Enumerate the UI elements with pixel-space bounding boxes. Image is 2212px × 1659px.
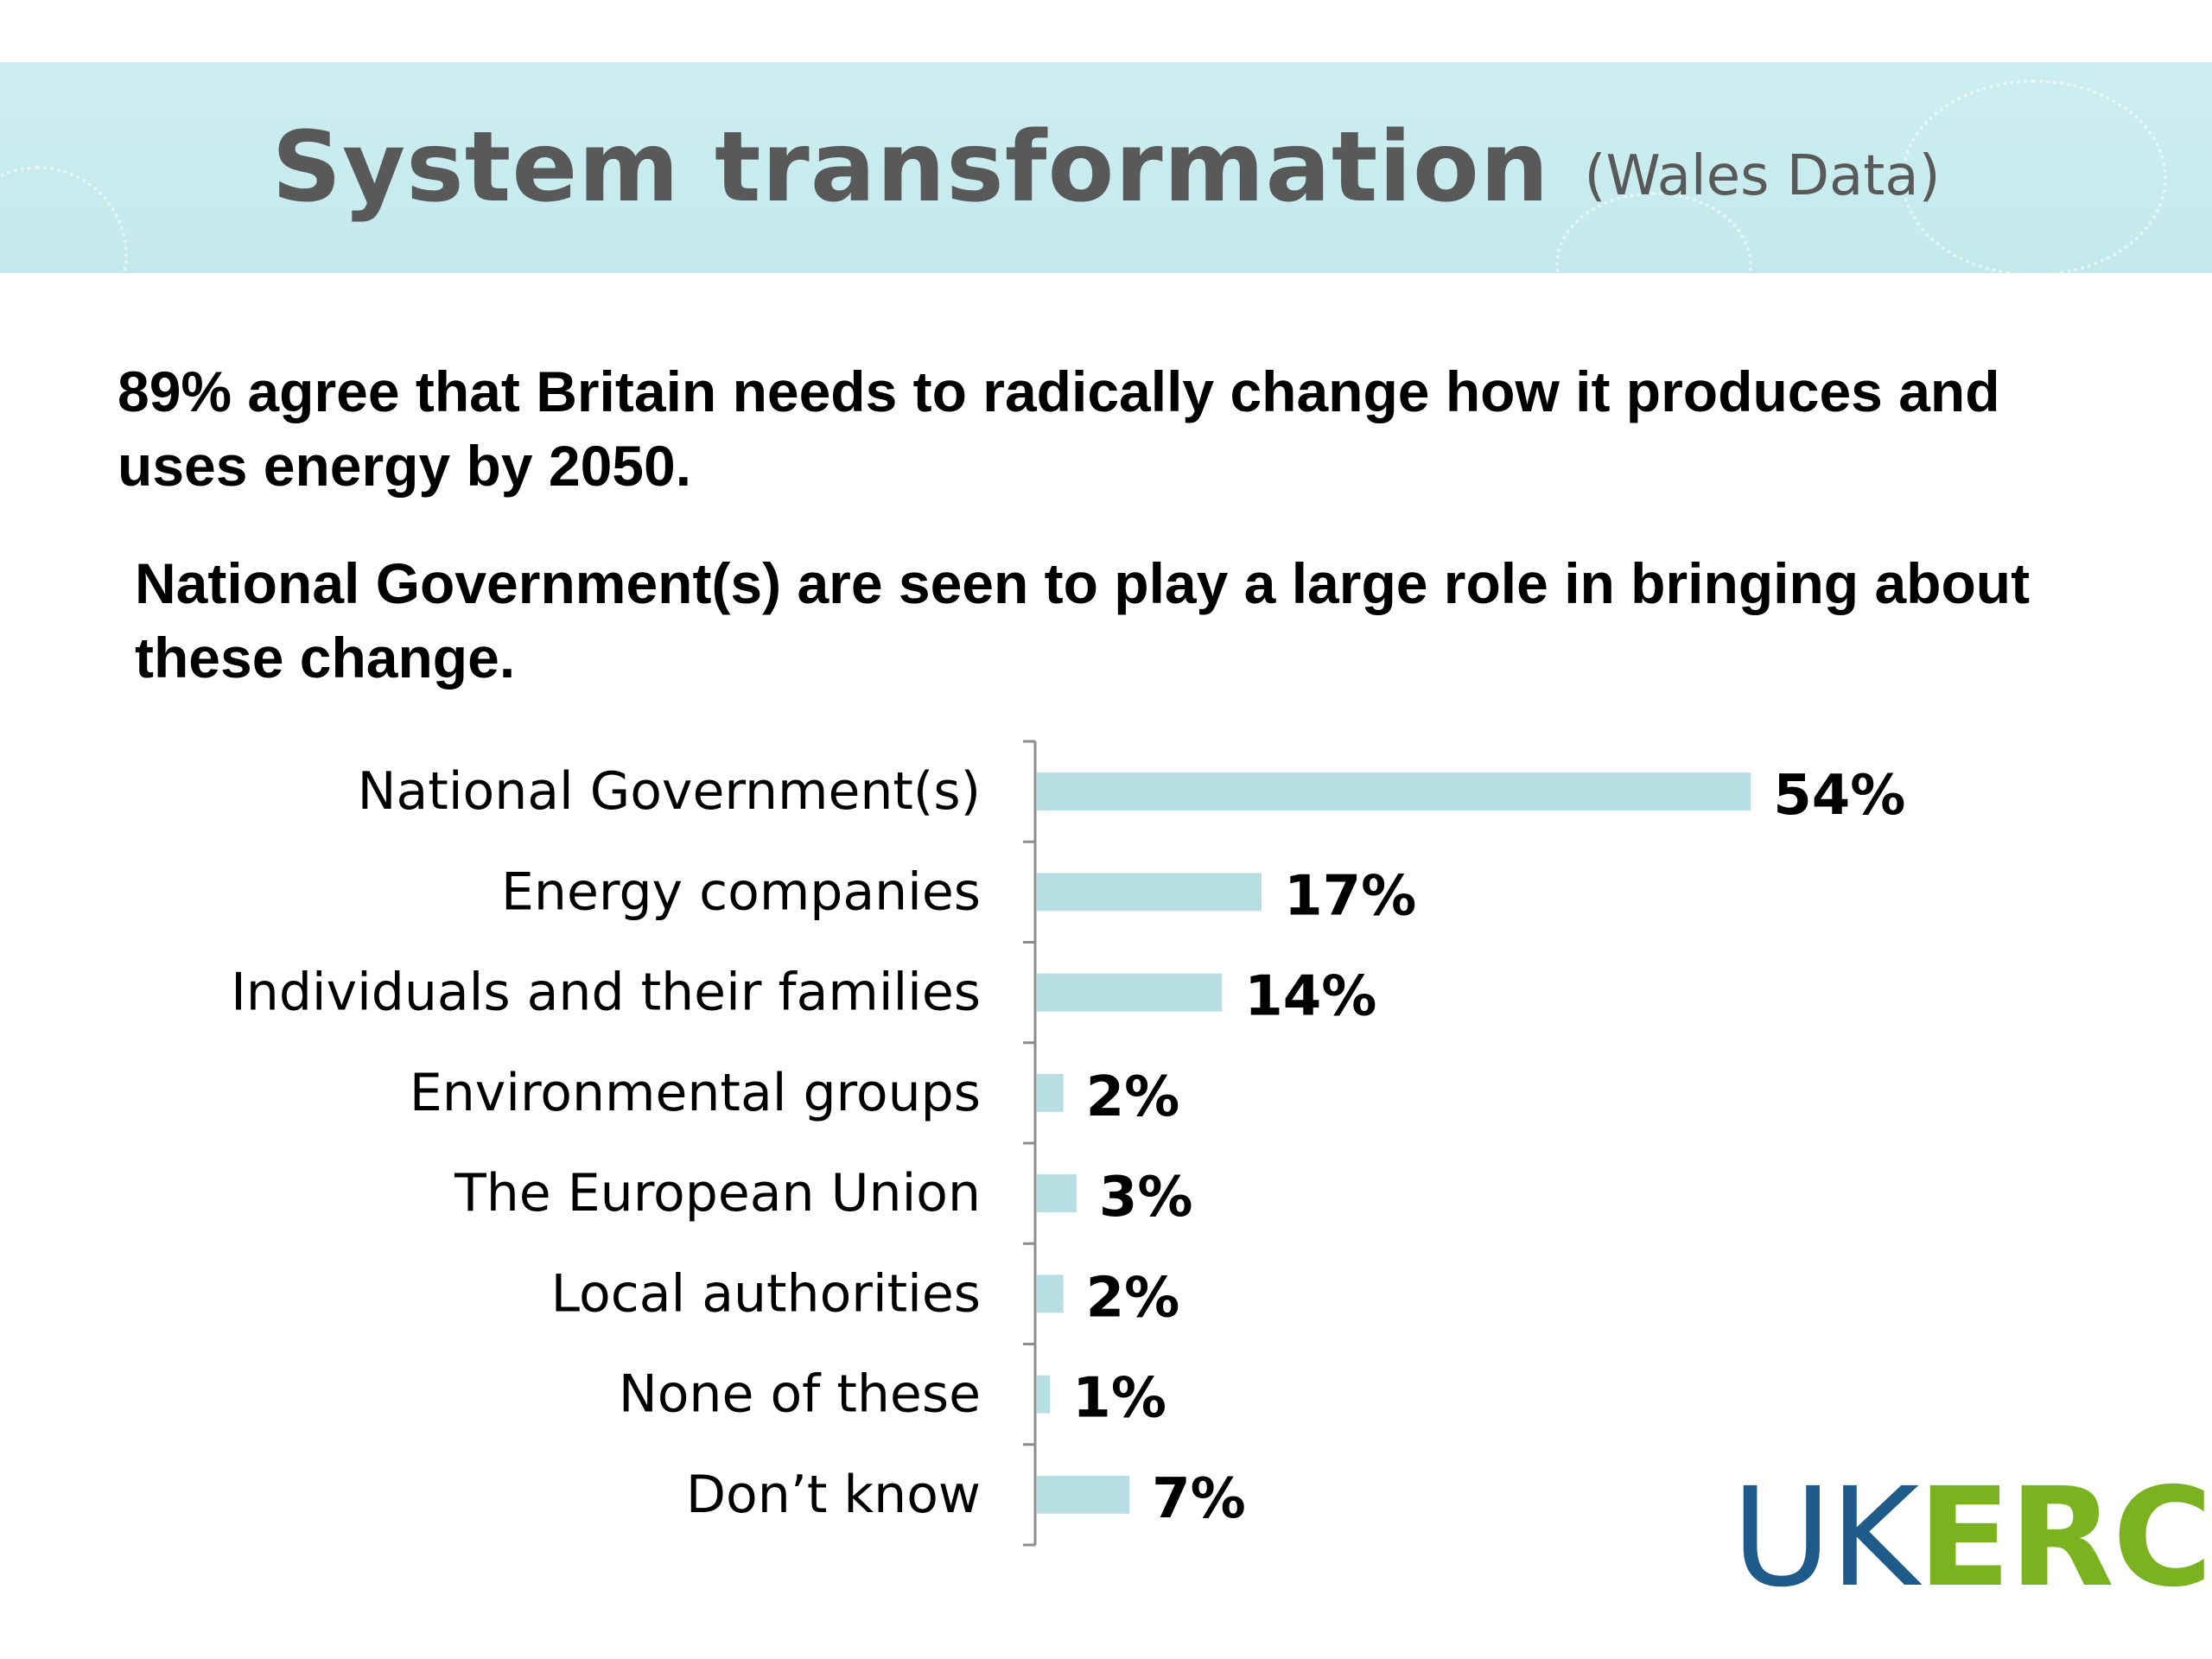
category-label: Local authorities — [551, 1263, 981, 1324]
category-label: Environmental groups — [410, 1063, 981, 1123]
statement-government: National Government(s) are seen to play … — [135, 551, 2031, 690]
category-label: Energy companies — [501, 861, 981, 922]
title-subtitle: (Wales Data) — [1584, 144, 1941, 208]
data-label: 3% — [1099, 1166, 1193, 1230]
ukerc-logo: UKERC — [1732, 1469, 2212, 1607]
statement-agree: 89% agree that Britain needs to radicall… — [118, 359, 2000, 498]
bar — [1037, 1274, 1064, 1313]
category-label: Don’t know — [686, 1465, 981, 1525]
category-label: The European Union — [454, 1163, 981, 1224]
bar — [1037, 1375, 1051, 1414]
data-label: 54% — [1773, 764, 1905, 828]
title-banner — [0, 62, 2212, 273]
category-label: National Government(s) — [358, 761, 981, 822]
title-text: System transformation — [271, 111, 1550, 224]
bar — [1037, 973, 1223, 1012]
banner-decoration — [1901, 79, 2167, 273]
bar — [1037, 1475, 1130, 1514]
category-label: Individuals and their families — [231, 963, 981, 1023]
logo-erc: ERC — [1917, 1459, 2212, 1618]
data-label: 14% — [1244, 965, 1376, 1029]
data-label: 2% — [1086, 1266, 1180, 1330]
data-label: 2% — [1086, 1065, 1180, 1129]
category-label: None of these — [619, 1364, 981, 1425]
bar — [1037, 772, 1751, 811]
data-label: 1% — [1072, 1367, 1166, 1431]
bar — [1037, 873, 1262, 912]
data-label: 17% — [1284, 864, 1416, 928]
data-label: 7% — [1152, 1467, 1246, 1531]
bar — [1037, 1174, 1077, 1213]
logo-uk: UK — [1732, 1459, 1919, 1618]
slide-title: System transformation (Wales Data) — [0, 62, 2212, 273]
bar — [1037, 1073, 1064, 1112]
